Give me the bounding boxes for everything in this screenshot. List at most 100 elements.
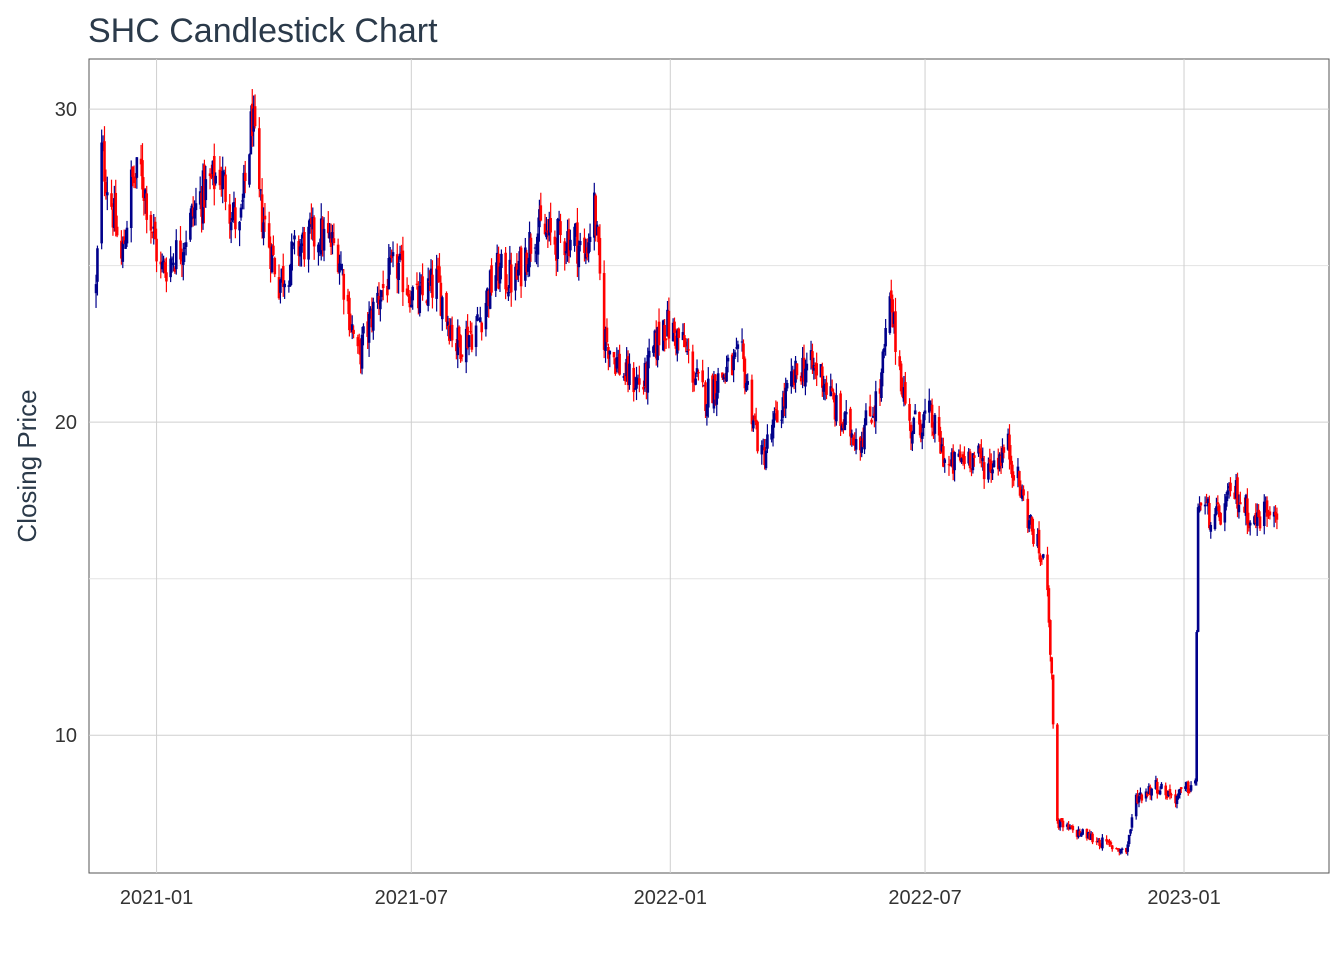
- candle-body: [684, 341, 688, 347]
- candle-body: [533, 247, 537, 249]
- candle-body: [232, 202, 236, 213]
- candle-body: [949, 463, 952, 466]
- candle-body: [228, 204, 232, 224]
- candle-body: [242, 172, 246, 198]
- candle-body: [1119, 848, 1122, 854]
- candle-body: [539, 205, 543, 221]
- candle-body: [258, 128, 261, 190]
- candle-body: [888, 296, 892, 333]
- candle-body: [1199, 502, 1203, 506]
- candle-body: [930, 404, 934, 428]
- candle-body: [125, 227, 129, 244]
- candle-body: [1096, 841, 1100, 843]
- candle-body: [932, 431, 935, 436]
- candle-body: [722, 375, 726, 380]
- candle-body: [369, 308, 372, 317]
- candle-body: [1243, 506, 1246, 513]
- candle-body: [853, 441, 856, 446]
- candle-body: [252, 108, 255, 132]
- candle-body: [920, 432, 924, 439]
- candle-body: [193, 207, 196, 219]
- candle-body: [843, 412, 847, 431]
- candle-body: [577, 245, 581, 268]
- candle-body: [290, 241, 293, 271]
- candle-body: [594, 195, 597, 236]
- candle-body: [666, 309, 669, 337]
- candle-body: [1178, 788, 1182, 795]
- candle-body: [283, 283, 286, 288]
- candle-body: [1032, 528, 1035, 544]
- candle-body: [1148, 786, 1152, 795]
- candle-body: [943, 459, 947, 463]
- y-tick-label: 30: [55, 99, 77, 121]
- candle-body: [224, 174, 227, 202]
- candle-body: [135, 157, 139, 178]
- candle-body: [509, 264, 513, 293]
- candle-body: [874, 391, 878, 422]
- candle-body: [1244, 495, 1248, 516]
- candle-body: [1068, 827, 1072, 829]
- candle-body: [578, 241, 582, 246]
- candle-body: [618, 353, 621, 375]
- candle-body: [764, 450, 768, 469]
- candle-body: [1265, 500, 1269, 517]
- candle-body: [656, 327, 659, 361]
- candle-body: [435, 268, 438, 299]
- candle-body: [1095, 841, 1099, 843]
- candle-body: [425, 300, 429, 304]
- candle-body: [183, 247, 187, 249]
- candle-body: [1224, 496, 1228, 507]
- candle-body: [1105, 839, 1108, 842]
- candle-body: [766, 434, 769, 449]
- candle-body: [160, 262, 164, 270]
- candle-body: [873, 413, 876, 417]
- candle-body: [474, 325, 478, 348]
- candle-body: [310, 217, 313, 225]
- candle-body: [200, 192, 203, 217]
- candle-body: [220, 179, 223, 185]
- candle-body: [262, 222, 265, 239]
- candle-body: [687, 349, 690, 351]
- candle-body: [844, 411, 848, 415]
- candle-body: [1216, 502, 1220, 505]
- candle-body: [735, 347, 738, 349]
- candle-body: [663, 324, 666, 341]
- candle-body: [1227, 486, 1231, 489]
- candle-body: [1046, 554, 1049, 591]
- candle-body: [349, 326, 353, 329]
- candle-body: [311, 216, 315, 230]
- candle-body: [543, 223, 547, 235]
- candle-body: [623, 374, 627, 382]
- candle-body: [821, 366, 824, 388]
- candle-body: [1139, 792, 1142, 796]
- candle-body: [120, 240, 123, 259]
- candle-body: [339, 264, 343, 271]
- candle-body: [201, 170, 205, 224]
- candle-body: [1258, 516, 1262, 529]
- candle-body: [498, 266, 502, 284]
- candle-body: [832, 392, 835, 400]
- candle-body: [190, 205, 194, 220]
- candle-body: [500, 253, 503, 268]
- candle-body: [428, 281, 431, 283]
- candle-body: [1116, 848, 1120, 850]
- candle-body: [124, 240, 127, 249]
- candle-body: [170, 258, 174, 260]
- candle-body: [1215, 506, 1218, 515]
- candle-body: [1254, 513, 1258, 523]
- candle-body: [1136, 794, 1139, 804]
- candle-body: [1154, 779, 1158, 789]
- candle-body: [913, 410, 917, 415]
- candles: [94, 89, 1279, 856]
- candle-body: [398, 253, 402, 260]
- candle-body: [564, 251, 568, 254]
- candle-body: [909, 424, 913, 439]
- candle-body: [1108, 841, 1111, 843]
- candle-body: [1196, 507, 1200, 632]
- candle-body: [356, 337, 360, 347]
- candle-body: [901, 388, 904, 397]
- candle-body: [773, 413, 776, 421]
- candle-body: [795, 363, 799, 376]
- candle-body: [169, 258, 172, 278]
- candle-body: [574, 223, 578, 228]
